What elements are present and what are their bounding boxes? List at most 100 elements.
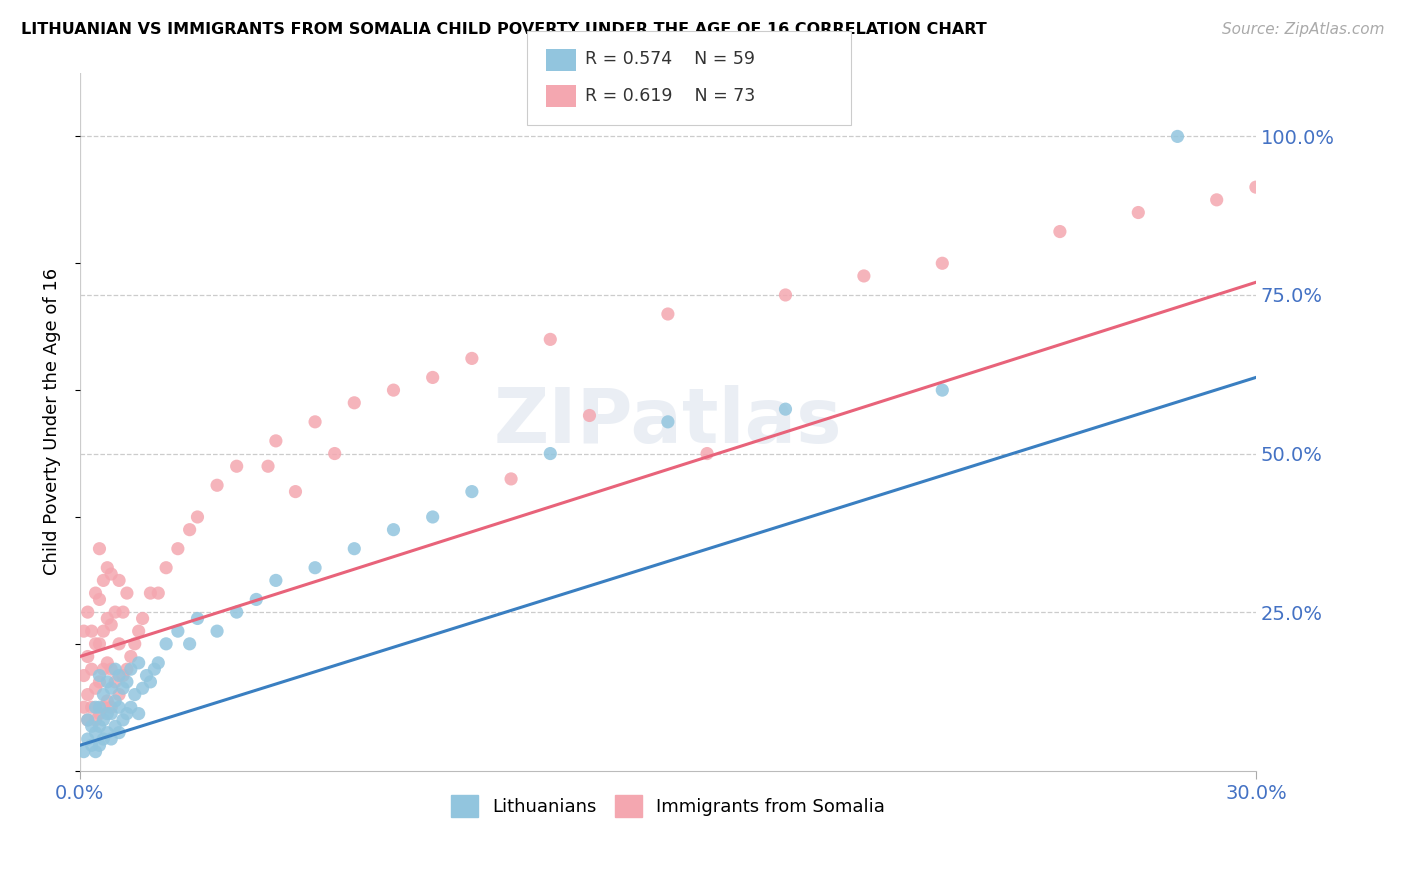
Point — [89, 719, 111, 733]
Point — [76, 605, 98, 619]
Point — [205, 478, 228, 492]
Text: R = 0.619    N = 73: R = 0.619 N = 73 — [585, 87, 755, 104]
Point — [124, 688, 146, 702]
Point — [167, 541, 190, 556]
Point — [382, 523, 405, 537]
Point — [135, 668, 157, 682]
Point — [155, 637, 177, 651]
Point — [139, 586, 162, 600]
Point — [538, 446, 561, 460]
Point — [1128, 205, 1150, 219]
Point — [93, 662, 115, 676]
Point — [84, 637, 107, 651]
Point — [100, 567, 122, 582]
Point — [115, 662, 138, 676]
Point — [1205, 193, 1227, 207]
Point — [179, 523, 201, 537]
Point — [108, 668, 131, 682]
Point — [115, 706, 138, 721]
Point — [461, 484, 484, 499]
Point — [264, 434, 287, 448]
Point — [89, 700, 111, 714]
Point — [104, 605, 127, 619]
Point — [115, 586, 138, 600]
Point — [104, 662, 127, 676]
Point — [80, 662, 103, 676]
Point — [96, 560, 118, 574]
Point — [76, 713, 98, 727]
Point — [76, 649, 98, 664]
Point — [89, 706, 111, 721]
Point — [89, 592, 111, 607]
Point — [382, 383, 405, 397]
Point — [304, 560, 326, 574]
Point — [100, 681, 122, 696]
Point — [538, 332, 561, 346]
Point — [104, 674, 127, 689]
Point — [80, 719, 103, 733]
Point — [422, 510, 444, 524]
Point — [422, 370, 444, 384]
Point — [73, 700, 96, 714]
Point — [124, 637, 146, 651]
Point — [111, 681, 134, 696]
Point — [73, 624, 96, 639]
Point — [93, 688, 115, 702]
Point — [76, 713, 98, 727]
Point — [80, 739, 103, 753]
Point — [96, 656, 118, 670]
Legend: Lithuanians, Immigrants from Somalia: Lithuanians, Immigrants from Somalia — [443, 788, 893, 824]
Point — [84, 681, 107, 696]
Point — [84, 586, 107, 600]
Point — [89, 739, 111, 753]
Point — [84, 700, 107, 714]
Text: LITHUANIAN VS IMMIGRANTS FROM SOMALIA CHILD POVERTY UNDER THE AGE OF 16 CORRELAT: LITHUANIAN VS IMMIGRANTS FROM SOMALIA CH… — [21, 22, 987, 37]
Text: R = 0.574    N = 59: R = 0.574 N = 59 — [585, 50, 755, 68]
Point — [80, 624, 103, 639]
Point — [657, 307, 679, 321]
Point — [775, 288, 797, 302]
Point — [89, 541, 111, 556]
Point — [89, 674, 111, 689]
Point — [155, 560, 177, 574]
Point — [696, 446, 718, 460]
Point — [93, 574, 115, 588]
Point — [115, 674, 138, 689]
Point — [1049, 225, 1071, 239]
Point — [143, 662, 166, 676]
Point — [93, 731, 115, 746]
Point — [1166, 129, 1188, 144]
Point — [93, 624, 115, 639]
Point — [89, 637, 111, 651]
Point — [100, 617, 122, 632]
Point — [257, 459, 280, 474]
Point — [76, 731, 98, 746]
Point — [73, 745, 96, 759]
Point — [100, 706, 122, 721]
Point — [264, 574, 287, 588]
Point — [120, 662, 142, 676]
Point — [461, 351, 484, 366]
Point — [100, 731, 122, 746]
Point — [108, 725, 131, 739]
Point — [323, 446, 346, 460]
Point — [104, 694, 127, 708]
Point — [131, 611, 153, 625]
Point — [148, 656, 170, 670]
Point — [343, 541, 366, 556]
Point — [775, 402, 797, 417]
Point — [128, 656, 150, 670]
Point — [84, 725, 107, 739]
Point — [120, 700, 142, 714]
Point — [111, 605, 134, 619]
Point — [108, 574, 131, 588]
Y-axis label: Child Poverty Under the Age of 16: Child Poverty Under the Age of 16 — [44, 268, 60, 575]
Point — [108, 700, 131, 714]
Point — [96, 611, 118, 625]
Point — [167, 624, 190, 639]
Point — [100, 700, 122, 714]
Point — [139, 674, 162, 689]
Point — [104, 719, 127, 733]
Text: ZIPatlas: ZIPatlas — [494, 384, 842, 458]
Point — [120, 649, 142, 664]
